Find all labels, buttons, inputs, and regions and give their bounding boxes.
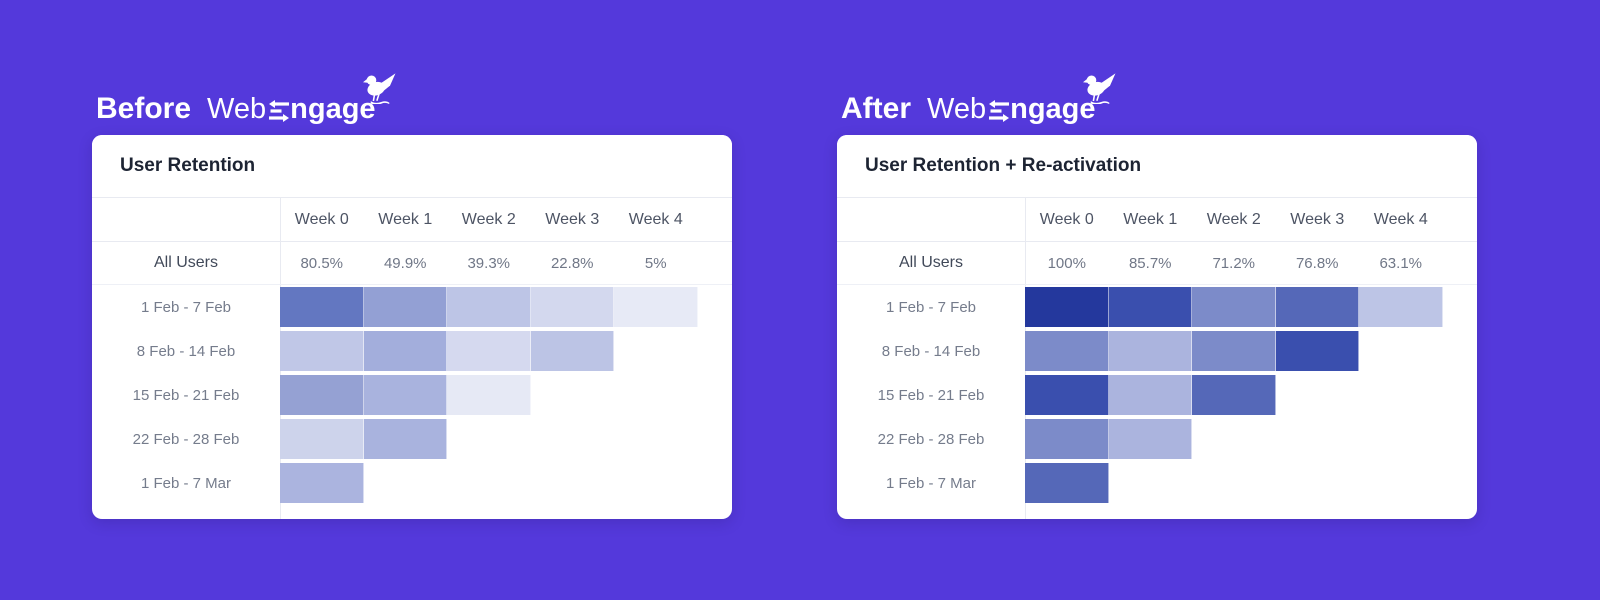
brand-web-text: Web — [207, 93, 267, 125]
cohort-row: 8 Feb - 14 Feb — [837, 329, 1477, 373]
cohort-heat-cell — [1192, 287, 1276, 327]
cohort-heat-cell — [1025, 375, 1109, 415]
cohort-heat-cell — [530, 287, 614, 327]
after-label: After — [841, 92, 912, 125]
cohort-heat-cell — [1108, 287, 1192, 327]
cohort-heat-cell — [447, 375, 531, 415]
retention-percentage: 76.8% — [1295, 254, 1339, 272]
after-panel: After Web ngage — [837, 0, 1477, 600]
cohort-heat-cell — [1359, 287, 1443, 327]
swap-arrows-e-icon — [989, 100, 1010, 122]
cohort-heat-cell — [1192, 375, 1276, 415]
cohort-heat-cell — [280, 331, 364, 371]
cohort-row: 15 Feb - 21 Feb — [837, 373, 1477, 417]
webengage-bird-icon — [1082, 73, 1115, 104]
cohort-date-label: 1 Feb - 7 Feb — [885, 298, 977, 316]
cohort-heat-cell — [447, 287, 531, 327]
cohort-row: 22 Feb - 28 Feb — [837, 417, 1477, 461]
cohort-heat-cell — [280, 463, 364, 503]
brand-engage-text: ngage — [1010, 93, 1096, 125]
cohort-heat-cell — [280, 419, 364, 459]
cohort-row: 8 Feb - 14 Feb — [92, 329, 732, 373]
retention-card-after: User Retention + Re-activation Week 0 Wee… — [837, 135, 1477, 519]
retention-percentage: 22.8% — [550, 254, 594, 272]
cohort-heat-cell — [1025, 463, 1109, 503]
webengage-logo: Web ngage — [207, 72, 397, 126]
webengage-bird-icon — [362, 73, 396, 104]
cohort-date-label: 15 Feb - 21 Feb — [132, 386, 240, 404]
cohort-heat-cell — [1108, 375, 1192, 415]
after-logo-row: After Web ngage — [841, 72, 1117, 126]
cohort-heat-cell — [530, 331, 614, 371]
cohort-row: 22 Feb - 28 Feb — [92, 417, 732, 461]
retention-percentage: 85.7% — [1128, 254, 1172, 272]
webengage-logo: Web ngage — [927, 72, 1117, 126]
cohort-date-label: 22 Feb - 28 Feb — [132, 430, 240, 448]
cohort-heat-cell — [1108, 331, 1192, 371]
week-column-header: Week 1 — [1123, 210, 1178, 228]
cohort-row: 1 Feb - 7 Feb — [837, 285, 1477, 329]
week-column-header: Week 2 — [1206, 210, 1261, 228]
before-label: Before — [96, 92, 192, 125]
cohort-row: 1 Feb - 7 Mar — [92, 461, 732, 505]
cohort-heat-cell — [363, 375, 447, 415]
all-users-label: All Users — [153, 254, 218, 271]
cohort-heat-cell — [280, 287, 364, 327]
week-column-header: Week 4 — [628, 210, 683, 228]
swap-arrows-e-icon — [269, 100, 290, 122]
retention-percentage: 49.9% — [383, 254, 427, 272]
week-column-header: Week 1 — [378, 210, 433, 228]
week-column-header: Week 0 — [1039, 210, 1094, 228]
cohort-row: 1 Feb - 7 Mar — [837, 461, 1477, 505]
cohort-date-label: 1 Feb - 7 Feb — [140, 298, 232, 316]
retention-percentage: 5% — [644, 254, 667, 272]
cohort-date-label: 1 Feb - 7 Mar — [140, 474, 232, 492]
cohort-heat-cell — [1275, 331, 1359, 371]
cohort-heat-cell — [1025, 287, 1109, 327]
all-users-row: All Users 80.5% 49.9% 39.3% 22.8% 5% — [92, 242, 732, 285]
retention-percentage: 80.5% — [300, 254, 344, 272]
retention-percentage: 63.1% — [1379, 254, 1423, 272]
week-column-header: Week 2 — [461, 210, 516, 228]
week-header-row: Week 0 Week 1 Week 2 Week 3 Week 4 — [92, 198, 732, 242]
cohort-heat-cell — [363, 331, 447, 371]
cohort-heat-cell — [1025, 331, 1109, 371]
week-header-row: Week 0 Week 1 Week 2 Week 3 Week 4 — [837, 198, 1477, 242]
brand-engage-text: ngage — [290, 93, 376, 125]
all-users-label: All Users — [898, 254, 963, 271]
retention-percentage: 71.2% — [1212, 254, 1256, 272]
brand-web-text: Web — [927, 93, 987, 125]
cohort-heat-cell — [363, 419, 447, 459]
cohort-heat-cell — [363, 287, 447, 327]
cohort-rows: 1 Feb - 7 Feb 8 Feb - 14 Feb 15 Feb - 21 F… — [92, 285, 732, 505]
cohort-date-label: 1 Feb - 7 Mar — [885, 474, 977, 492]
cohort-row: 1 Feb - 7 Feb — [92, 285, 732, 329]
week-column-header: Week 3 — [545, 210, 600, 228]
before-panel: Before Web ngage — [92, 0, 732, 600]
cohort-heat-cell — [447, 331, 531, 371]
cohort-row: 15 Feb - 21 Feb — [92, 373, 732, 417]
retention-percentage: 100% — [1047, 254, 1086, 272]
before-logo-row: Before Web ngage — [96, 72, 397, 126]
all-users-row: All Users 100% 85.7% 71.2% 76.8% 63.1% — [837, 242, 1477, 285]
week-column-header: Week 3 — [1290, 210, 1345, 228]
cohort-date-label: 15 Feb - 21 Feb — [877, 386, 985, 404]
card-title: User Retention — [92, 135, 732, 198]
cohort-heat-cell — [614, 287, 698, 327]
week-column-header: Week 4 — [1373, 210, 1428, 228]
cohort-heat-cell — [1108, 419, 1192, 459]
week-column-header: Week 0 — [294, 210, 349, 228]
cohort-rows: 1 Feb - 7 Feb 8 Feb - 14 Feb 15 Feb - 21 F… — [837, 285, 1477, 505]
cohort-heat-cell — [1025, 419, 1109, 459]
cohort-date-label: 8 Feb - 14 Feb — [136, 342, 236, 360]
card-title: User Retention + Re-activation — [837, 135, 1477, 198]
cohort-date-label: 22 Feb - 28 Feb — [877, 430, 985, 448]
cohort-heat-cell — [1192, 331, 1276, 371]
cohort-heat-cell — [1275, 287, 1359, 327]
cohort-date-label: 8 Feb - 14 Feb — [881, 342, 981, 360]
retention-percentage: 39.3% — [467, 254, 511, 272]
cohort-heat-cell — [280, 375, 364, 415]
